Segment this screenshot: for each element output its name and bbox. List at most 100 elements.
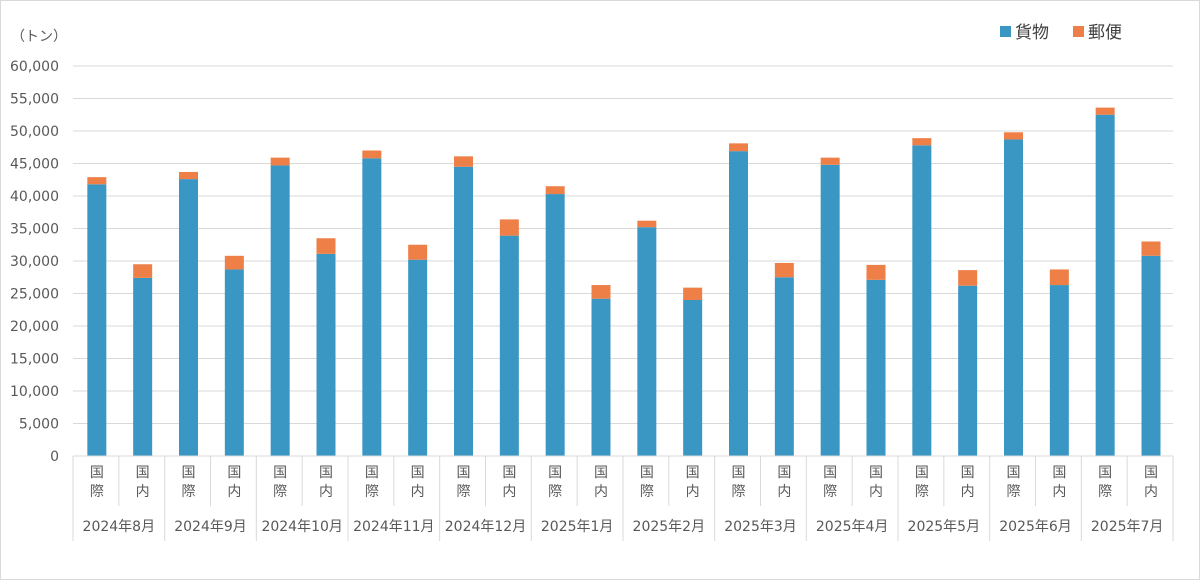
x-group-label: 2024年8月: [83, 519, 156, 535]
bar-cargo-intl: [87, 184, 107, 457]
x-subcategory-label: 国内: [227, 465, 241, 500]
y-tick-label: 60,000: [10, 59, 59, 75]
y-tick-label: 15,000: [10, 352, 59, 368]
bar-cargo-dom: [1049, 285, 1069, 456]
y-tick-label: 0: [50, 449, 59, 465]
y-tick-label: 20,000: [10, 319, 59, 335]
x-subcategory-label: 国際: [182, 465, 196, 500]
y-tick-label: 30,000: [10, 254, 59, 270]
x-subcategory-label: 国内: [594, 465, 608, 500]
x-subcategory-label: 国際: [548, 465, 562, 500]
legend-swatch-cargo: [1000, 26, 1011, 37]
y-axis-unit-label: （トン）: [11, 29, 67, 45]
bar-cargo-intl: [1095, 114, 1115, 456]
x-group-label: 2025年2月: [633, 519, 706, 535]
y-tick-label: 50,000: [10, 124, 59, 140]
bar-mail-intl: [362, 150, 382, 159]
x-group-label: 2024年12月: [445, 519, 526, 535]
x-subcategory-label: 国内: [686, 465, 700, 500]
bars: [87, 107, 1161, 457]
bar-mail-dom: [499, 219, 519, 236]
x-group-label: 2025年3月: [724, 519, 797, 535]
legend-swatch-mail: [1073, 26, 1084, 37]
bar-cargo-dom: [591, 298, 611, 456]
bar-cargo-intl: [820, 164, 840, 457]
bar-mail-intl: [1004, 132, 1023, 140]
x-subcategory-label: 国内: [136, 465, 150, 500]
bar-mail-intl: [179, 171, 198, 180]
bar-mail-dom: [866, 264, 886, 280]
x-group-label: 2024年11月: [353, 519, 434, 535]
x-subcategory-label: 国際: [457, 465, 471, 500]
bar-cargo-dom: [133, 277, 153, 456]
bar-mail-dom: [1141, 241, 1161, 256]
bar-mail-intl: [545, 186, 565, 195]
bar-cargo-dom: [1141, 255, 1161, 456]
x-subcategory-label: 国際: [640, 465, 654, 500]
x-subcategory-label: 国際: [915, 465, 929, 500]
y-tick-label: 5,000: [19, 417, 59, 433]
bar-mail-intl: [1095, 107, 1115, 115]
bar-mail-dom: [683, 287, 703, 300]
gridlines: [73, 65, 1173, 457]
bar-mail-dom: [316, 238, 336, 254]
bar-mail-intl: [912, 138, 932, 146]
bar-mail-intl: [87, 177, 107, 185]
x-subcategory-label: 国内: [961, 465, 975, 500]
y-axis: 0 5,000 10,000 15,000 20,000 25,000 30,000 35,0…: [10, 59, 59, 465]
y-tick-label: 55,000: [10, 92, 59, 108]
bar-cargo-intl: [637, 227, 657, 456]
x-subcategory-label: 国際: [90, 465, 104, 500]
bar-mail-intl: [270, 157, 290, 166]
y-tick-label: 35,000: [10, 222, 59, 238]
bar-cargo-dom: [866, 279, 886, 456]
x-subcategory-label: 国際: [732, 465, 746, 500]
bar-cargo-dom: [774, 277, 794, 456]
x-subcategory-label: 国内: [319, 465, 333, 500]
x-group-label: 2025年1月: [541, 519, 614, 535]
legend-label-mail: 郵便: [1088, 23, 1122, 43]
bar-mail-dom: [1049, 269, 1069, 286]
x-group-label: 2024年9月: [174, 519, 247, 535]
bar-mail-intl: [454, 156, 473, 167]
x-subcategory-label: 国内: [1144, 465, 1158, 500]
bar-cargo-dom: [499, 235, 519, 456]
bar-cargo-intl: [545, 194, 565, 457]
x-group-label: 2025年5月: [908, 519, 981, 535]
x-group-label: 2024年10月: [261, 519, 342, 535]
bar-cargo-dom: [958, 285, 978, 456]
bar-cargo-intl: [270, 165, 290, 456]
bar-cargo-intl: [912, 145, 932, 457]
bar-mail-dom: [591, 285, 611, 299]
x-subcategory-label: 国内: [502, 465, 516, 500]
y-tick-label: 25,000: [10, 287, 59, 303]
legend: 貨物 郵便: [1000, 23, 1122, 43]
bar-mail-intl: [637, 220, 657, 228]
x-subcategory-label: 国際: [365, 465, 379, 500]
bar-cargo-intl: [179, 179, 198, 456]
bar-mail-intl: [820, 157, 840, 165]
bar-mail-dom: [408, 244, 428, 260]
bar-mail-dom: [774, 262, 794, 278]
x-subcategory-label: 国際: [823, 465, 837, 500]
bar-mail-dom: [958, 270, 978, 286]
x-subcategory-label: 国際: [273, 465, 287, 500]
bar-mail-dom: [224, 255, 244, 270]
y-tick-label: 10,000: [10, 384, 59, 400]
bar-cargo-intl: [729, 151, 748, 456]
bar-cargo-dom: [408, 259, 428, 456]
x-subcategory-label: 国内: [1052, 465, 1066, 500]
x-subcategory-label: 国際: [1098, 465, 1112, 500]
bar-mail-intl: [729, 143, 748, 152]
bar-cargo-dom: [224, 269, 244, 456]
x-subcategory-label: 国内: [411, 465, 425, 500]
bar-cargo-intl: [454, 166, 473, 456]
x-axis: 国際国内2024年8月国際国内2024年9月国際国内2024年10月国際国内20…: [72, 455, 1174, 541]
legend-label-cargo: 貨物: [1015, 23, 1049, 43]
bar-cargo-dom: [316, 253, 336, 456]
x-group-label: 2025年7月: [1091, 519, 1164, 535]
y-tick-label: 40,000: [10, 189, 59, 205]
y-tick-label: 45,000: [10, 157, 59, 173]
